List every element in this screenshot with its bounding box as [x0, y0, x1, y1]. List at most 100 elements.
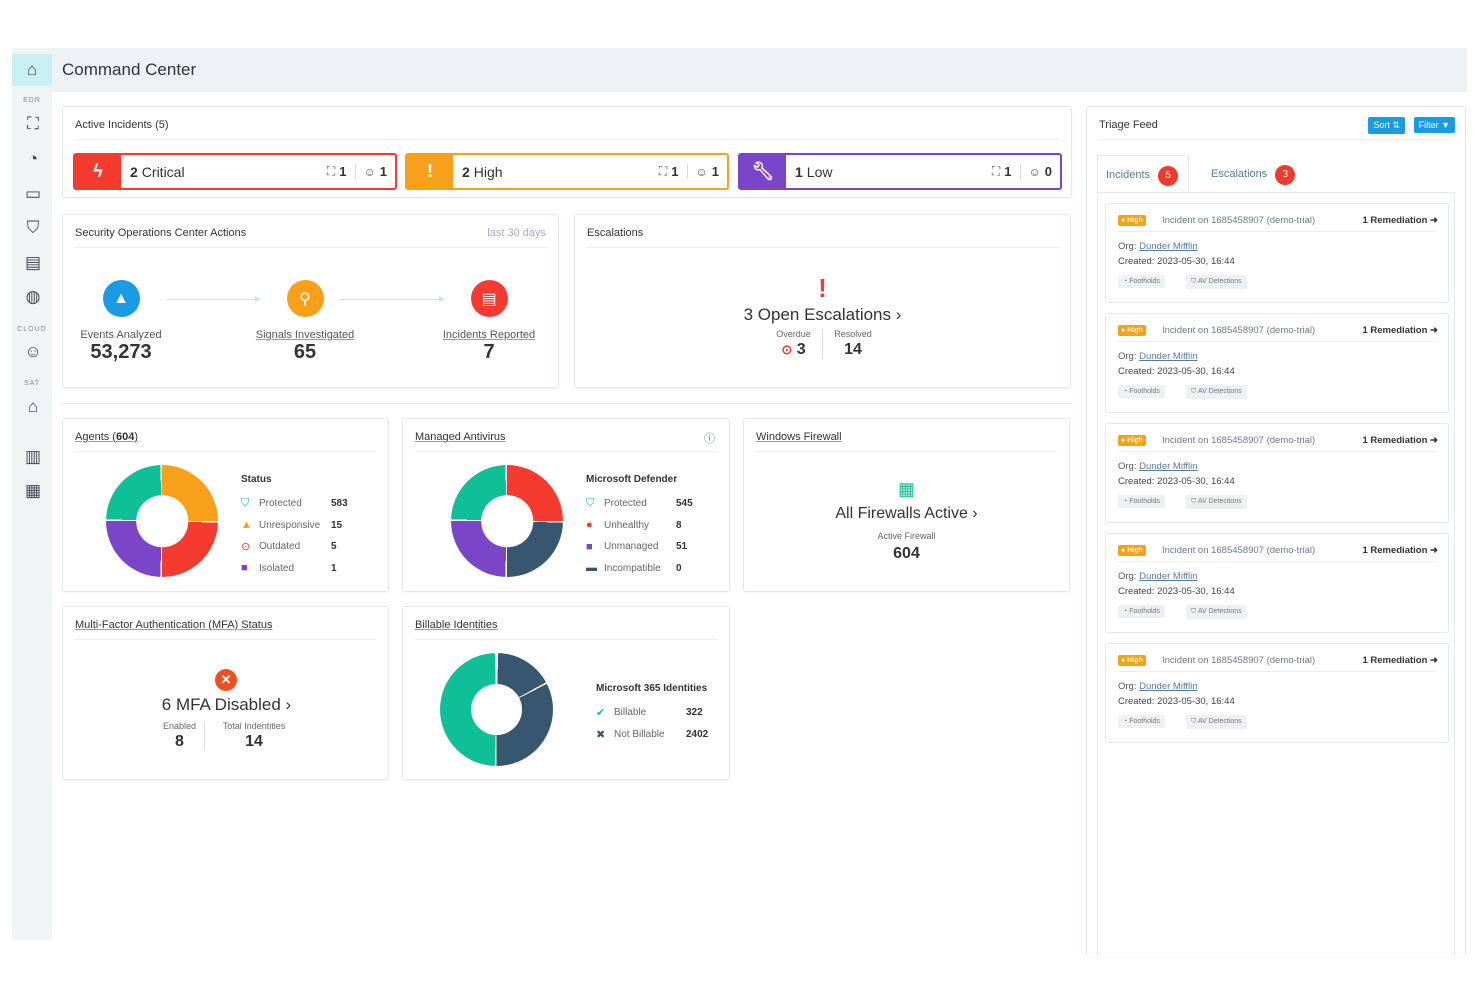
incident-critical[interactable]: ϟ 2 Critical ⛶ 1 ☺ 1 — [73, 153, 397, 190]
incident-title[interactable]: Incident on 1685458907 (demo-trial) — [1162, 215, 1316, 226]
org-link[interactable]: Dunder Mifflin — [1139, 351, 1198, 362]
signals-investigated[interactable]: ⚲ Signals Investigated 65 — [235, 280, 375, 364]
shield-icon[interactable]: ⛉ — [26, 218, 40, 237]
incident-high[interactable]: ! 2 High ⛶ 1 ☺ 1 — [405, 153, 729, 190]
agents-card: Agents (604) Status ⛉ Protected 583 ▲ Unres… — [62, 418, 389, 592]
triage-card[interactable]: ● High Incident on 1685458907 (demo-tria… — [1105, 533, 1449, 633]
billable-card: Billable Identities Microsoft 365 Identi… — [402, 606, 730, 780]
label: Signals Investigated — [255, 329, 355, 341]
graduation-icon[interactable]: ⌂ — [27, 397, 39, 416]
overdue: Overdue ⊙ 3 — [765, 329, 823, 359]
sidebar-section-cloud: CLOUD — [17, 326, 47, 333]
remediation-link[interactable]: 1 Remediation ➜ — [1362, 655, 1438, 666]
org: Org: Dunder Mifflin — [1118, 461, 1198, 472]
org: Org: Dunder Mifflin — [1118, 571, 1198, 582]
area-chart-icon: ▲ — [102, 280, 140, 317]
tab-incidents[interactable]: Incidents 5 — [1097, 155, 1189, 193]
severity-badge: ● High — [1118, 545, 1146, 556]
label: High — [473, 163, 503, 180]
globe-icon[interactable]: ◍ — [25, 287, 41, 306]
warning-icon: ▲ — [241, 519, 252, 532]
count: 2 — [130, 163, 138, 180]
count: 1 — [795, 163, 803, 180]
remediation-link[interactable]: 1 Remediation ➜ — [1362, 435, 1438, 446]
newspaper-icon: ▤ — [470, 280, 508, 317]
card-title[interactable]: Billable Identities — [415, 619, 498, 631]
clock-icon: ⊙ — [241, 541, 251, 554]
label: Critical — [141, 163, 185, 180]
label: Active Firewall — [877, 531, 936, 541]
card-title: Active Incidents (5) — [75, 119, 169, 131]
monitor-icon[interactable]: ▭ — [24, 184, 42, 203]
report-icon[interactable]: ▤ — [24, 253, 42, 272]
all-firewalls-link[interactable]: All Firewalls Active › — [835, 505, 978, 522]
incident-low[interactable]: 🔧︎ 1 Low ⛶ 1 ☺ 0 — [738, 153, 1062, 190]
org-link[interactable]: Dunder Mifflin — [1139, 461, 1198, 472]
remediation-link[interactable]: 1 Remediation ➜ — [1362, 325, 1438, 336]
tag-av-detections: ⛉ AV Detections — [1186, 385, 1247, 399]
remediation-link[interactable]: 1 Remediation ➜ — [1362, 215, 1438, 226]
severity-badge: ● High — [1118, 655, 1146, 666]
triage-card[interactable]: ● High Incident on 1685458907 (demo-tria… — [1105, 313, 1449, 413]
active-incidents-card: Active Incidents (5) ϟ 2 Critical ⛶ 1 ☺ 1 !… — [62, 106, 1072, 198]
triage-card[interactable]: ● High Incident on 1685458907 (demo-tria… — [1105, 423, 1449, 523]
endpoint-icon: ⛶ — [658, 164, 668, 178]
chart-icon[interactable]: ⛶ — [27, 114, 39, 133]
users-icon[interactable]: ☺ — [24, 342, 42, 361]
card-title[interactable]: Multi-Factor Authentication (MFA) Status — [75, 619, 273, 631]
billable-legend: Microsoft 365 Identities ✔ Billable 322 ✖ N… — [596, 683, 709, 741]
org: Org: Dunder Mifflin — [1118, 351, 1198, 362]
card-title[interactable]: Agents (604) — [75, 431, 138, 443]
lightning-icon: ϟ — [75, 155, 121, 188]
tag-footholds: ◔ Footholds — [1118, 605, 1165, 618]
firewall-icon: ▦ — [897, 479, 915, 499]
value: 604 — [893, 545, 920, 562]
label: Low — [806, 163, 833, 180]
card-title[interactable]: Managed Antivirus — [415, 431, 506, 443]
endpoint-icon: ⛶ — [326, 164, 336, 178]
mfa-disabled-link[interactable]: 6 MFA Disabled › — [161, 695, 292, 714]
incident-title[interactable]: Incident on 1685458907 (demo-trial) — [1162, 655, 1316, 666]
documents-icon[interactable]: ▦ — [24, 481, 42, 500]
created: Created: 2023-05-30, 16:44 — [1118, 476, 1235, 487]
sort-button[interactable]: Sort ⇅ — [1368, 117, 1405, 134]
lock-icon: ■ — [241, 562, 248, 575]
tab-escalations[interactable]: Escalations 3 — [1203, 155, 1313, 193]
org: Org: Dunder Mifflin — [1118, 681, 1198, 692]
user-icon: ☺ — [1028, 164, 1041, 179]
radar-icon[interactable]: ◔ — [27, 149, 39, 168]
incidents-reported[interactable]: ▤ Incidents Reported 7 — [419, 280, 559, 364]
period-label: last 30 days — [487, 227, 546, 239]
tab-panel — [1097, 192, 1455, 956]
analytics-icon[interactable]: ▥ — [24, 447, 42, 466]
tag-av-detections: ⛉ AV Detections — [1186, 715, 1247, 729]
escalations-card: Escalations ! 3 Open Escalations › Overd… — [574, 214, 1071, 388]
triage-card[interactable]: ● High Incident on 1685458907 (demo-tria… — [1105, 203, 1449, 303]
incident-title[interactable]: Incident on 1685458907 (demo-trial) — [1162, 435, 1316, 446]
endpoint-count: 1 — [339, 164, 347, 179]
shield-icon: ⛉ — [241, 497, 250, 510]
incident-title[interactable]: Incident on 1685458907 (demo-trial) — [1162, 325, 1316, 336]
label: Events Analyzed — [80, 329, 162, 341]
filter-button[interactable]: Filter ▼ — [1413, 117, 1455, 133]
endpoint-count: 1 — [1004, 164, 1012, 179]
tag-av-detections: ⛉ AV Detections — [1186, 495, 1247, 509]
card-title[interactable]: Windows Firewall — [756, 431, 842, 443]
total: Total Indentities 14 — [222, 721, 286, 750]
triage-card[interactable]: ● High Incident on 1685458907 (demo-tria… — [1105, 643, 1449, 743]
incident-title[interactable]: Incident on 1685458907 (demo-trial) — [1162, 545, 1316, 556]
card-title: Escalations — [587, 227, 644, 239]
remediation-link[interactable]: 1 Remediation ➜ — [1362, 545, 1438, 556]
arrow-circle-icon: ➜ — [1430, 435, 1438, 446]
home-icon[interactable]: ⌂ — [12, 54, 52, 86]
org-link[interactable]: Dunder Mifflin — [1139, 241, 1198, 252]
open-escalations-link[interactable]: 3 Open Escalations › — [743, 305, 902, 324]
value: 7 — [483, 341, 495, 363]
billable-donut-chart — [440, 653, 553, 766]
help-icon[interactable]: ⓘ — [704, 433, 715, 445]
triage-feed: Triage Feed Sort ⇅ Filter ▼ Incidents 5 E… — [1086, 106, 1466, 956]
org-link[interactable]: Dunder Mifflin — [1139, 681, 1198, 692]
org-link[interactable]: Dunder Mifflin — [1139, 571, 1198, 582]
antivirus-card: Managed Antivirus ⓘ Microsoft Defender ⛉… — [402, 418, 730, 592]
tag-av-detections: ⛉ AV Detections — [1186, 605, 1247, 619]
